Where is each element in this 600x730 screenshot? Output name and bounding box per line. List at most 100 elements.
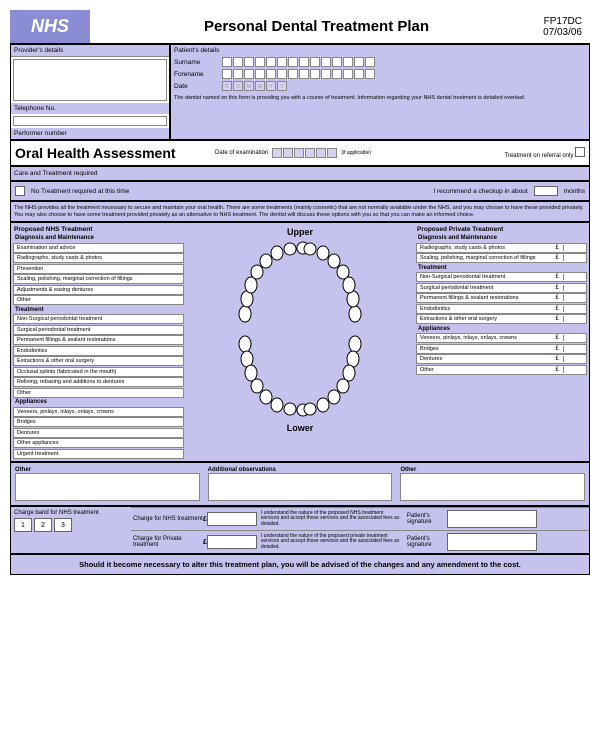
date-label: Date (174, 83, 222, 90)
nhs-item[interactable]: Scaling, polishing, marginal correction … (13, 274, 184, 284)
band-2[interactable]: 2 (34, 518, 52, 532)
code-date: 07/03/06 (543, 27, 582, 38)
applicable-label: (if applicable) (341, 150, 371, 156)
nhs-item[interactable]: Endodontics (13, 346, 184, 356)
priv-item[interactable]: Endodontics£ (416, 304, 587, 314)
teeth-diagram: Upper Lower (186, 223, 414, 461)
nhs-item[interactable]: Dentures (13, 428, 184, 438)
no-treatment-row: No Treatment required at this time I rec… (10, 181, 590, 201)
surname-label: Surname (174, 59, 222, 66)
other-box-1: Other (13, 465, 202, 503)
understand-priv: I understand the nature of the proposed … (257, 534, 407, 551)
date-row: Date D D M M Y Y (171, 80, 589, 92)
nhs-item[interactable]: Adjustments & easing dentures (13, 285, 184, 295)
private-treatment-col: Proposed Private Treatment Diagnosis and… (414, 223, 589, 461)
nhs-item[interactable]: Other (13, 388, 184, 398)
patient-header: Patient's details (171, 45, 589, 56)
nhs-appl-header: Appliances (13, 398, 184, 406)
other-row: Other Additional observations Other (10, 462, 590, 506)
nhs-item[interactable]: Prevention (13, 264, 184, 274)
band-label: Charge band for NHS treatment (14, 510, 128, 516)
referral-checkbox[interactable] (575, 147, 585, 157)
nhs-item[interactable]: Radiographs, study casts & photos (13, 253, 184, 263)
other-input[interactable] (15, 473, 200, 501)
band-1[interactable]: 1 (14, 518, 32, 532)
nhs-item[interactable]: Extractions & other oral surgery (13, 356, 184, 366)
nhs-item[interactable]: Surgical periodontal treatment (13, 325, 184, 335)
nhs-logo: NHS (10, 10, 90, 43)
patient-note: The dentist named on this form is provid… (171, 92, 589, 105)
nhs-amount-input[interactable] (207, 512, 257, 526)
code: FP17DC (543, 16, 582, 27)
understand-nhs: I understand the nature of the proposed … (257, 511, 407, 528)
exam-label: Date of examination (215, 150, 268, 156)
telephone-input[interactable] (13, 116, 167, 126)
priv-item[interactable]: Extractions & other oral surgery£ (416, 314, 587, 324)
nhs-item[interactable]: Other (13, 295, 184, 305)
forename-row: Forename (171, 68, 589, 80)
priv-diag-header: Diagnosis and Maintenance (416, 234, 587, 242)
priv-item[interactable]: Permanent fillings & sealant restoration… (416, 293, 587, 303)
nhs-signature[interactable] (447, 510, 537, 528)
nhs-item[interactable]: Relining, rebasing and additions to dent… (13, 377, 184, 387)
header: NHS Personal Dental Treatment Plan FP17D… (10, 10, 590, 44)
exam-date-boxes[interactable] (272, 148, 337, 158)
forename-boxes[interactable] (222, 69, 375, 79)
recommend-label: I recommend a checkup in about (433, 188, 527, 195)
priv-appl-header: Appliances (416, 325, 587, 333)
teeth-icon (220, 239, 380, 419)
priv-amount-input[interactable] (207, 535, 257, 549)
nhs-item[interactable]: Examination and advice (13, 243, 184, 253)
oral-header: Oral Health Assessment Date of examinati… (10, 140, 590, 166)
priv-item[interactable]: Bridges£ (416, 344, 587, 354)
telephone-label: Telephone No. (11, 103, 169, 114)
performer-label: Performer number (11, 128, 169, 139)
priv-charge-row: Charge for Private treatment £ I underst… (131, 530, 589, 553)
band-boxes: 1 2 3 (14, 518, 128, 532)
forename-label: Forename (174, 71, 222, 78)
charge-rows: Charge for NHS treatment £ I understand … (131, 507, 589, 553)
priv-item[interactable]: Scaling, polishing, marginal correction … (416, 253, 587, 263)
priv-item[interactable]: Surgical periodontal treatment£ (416, 283, 587, 293)
priv-signature[interactable] (447, 533, 537, 551)
priv-item[interactable]: Radiographs, study casts & photos£ (416, 243, 587, 253)
nhs-diag-header: Diagnosis and Maintenance (13, 234, 184, 242)
sig-label-priv: Patient's signature (407, 536, 447, 548)
additional-input[interactable] (208, 473, 393, 501)
nhs-col-title: Proposed NHS Treatment (13, 225, 184, 234)
surname-row: Surname (171, 56, 589, 68)
page-container: NHS Personal Dental Treatment Plan FP17D… (10, 10, 590, 575)
sig-label-nhs: Patient's signature (407, 513, 447, 525)
provider-header: Provider's details (11, 45, 169, 57)
nhs-item[interactable]: Other appliances (13, 438, 184, 448)
no-treatment-checkbox[interactable] (15, 186, 25, 196)
nhs-item[interactable]: Bridges (13, 417, 184, 427)
form-code: FP17DC 07/03/06 (543, 16, 590, 38)
provider-section: Provider's details Telephone No. Perform… (10, 44, 170, 140)
oral-exam: Date of examination (if applicable) (215, 148, 505, 158)
nhs-item[interactable]: Urgent treatment (13, 449, 184, 459)
surname-boxes[interactable] (222, 57, 375, 67)
priv-item[interactable]: Non-Surgical periodontal treatment£ (416, 272, 587, 282)
priv-col-title: Proposed Private Treatment (416, 225, 587, 234)
nhs-item[interactable]: Permanent fillings & sealant restoration… (13, 335, 184, 345)
priv-item[interactable]: Veneers, pinlays, inlays, onlays, crowns… (416, 333, 587, 343)
band-3[interactable]: 3 (54, 518, 72, 532)
nhs-item[interactable]: Veneers, pinlays, inlays, onlays, crowns (13, 407, 184, 417)
date-boxes[interactable]: D D M M Y Y (222, 81, 287, 91)
priv-item[interactable]: Dentures£ (416, 354, 587, 364)
patient-section: Patient's details Surname Forename Date … (170, 44, 590, 140)
nhs-item[interactable]: Non-Surgical periodontal treatment (13, 314, 184, 324)
page-title: Personal Dental Treatment Plan (90, 18, 543, 35)
upper-label: Upper (188, 227, 412, 237)
referral: Treatment on referral only (505, 147, 585, 159)
priv-item[interactable]: Other£ (416, 365, 587, 375)
months-label: months (564, 188, 585, 195)
nhs-treatment-col: Proposed NHS Treatment Diagnosis and Mai… (11, 223, 186, 461)
nhs-item[interactable]: Occlusal splints (fabricated in the mout… (13, 367, 184, 377)
provider-body[interactable] (13, 59, 167, 101)
footer: Should it become necessary to alter this… (10, 554, 590, 575)
months-input[interactable] (534, 186, 558, 196)
oral-title: Oral Health Assessment (15, 145, 215, 161)
other2-input[interactable] (400, 473, 585, 501)
